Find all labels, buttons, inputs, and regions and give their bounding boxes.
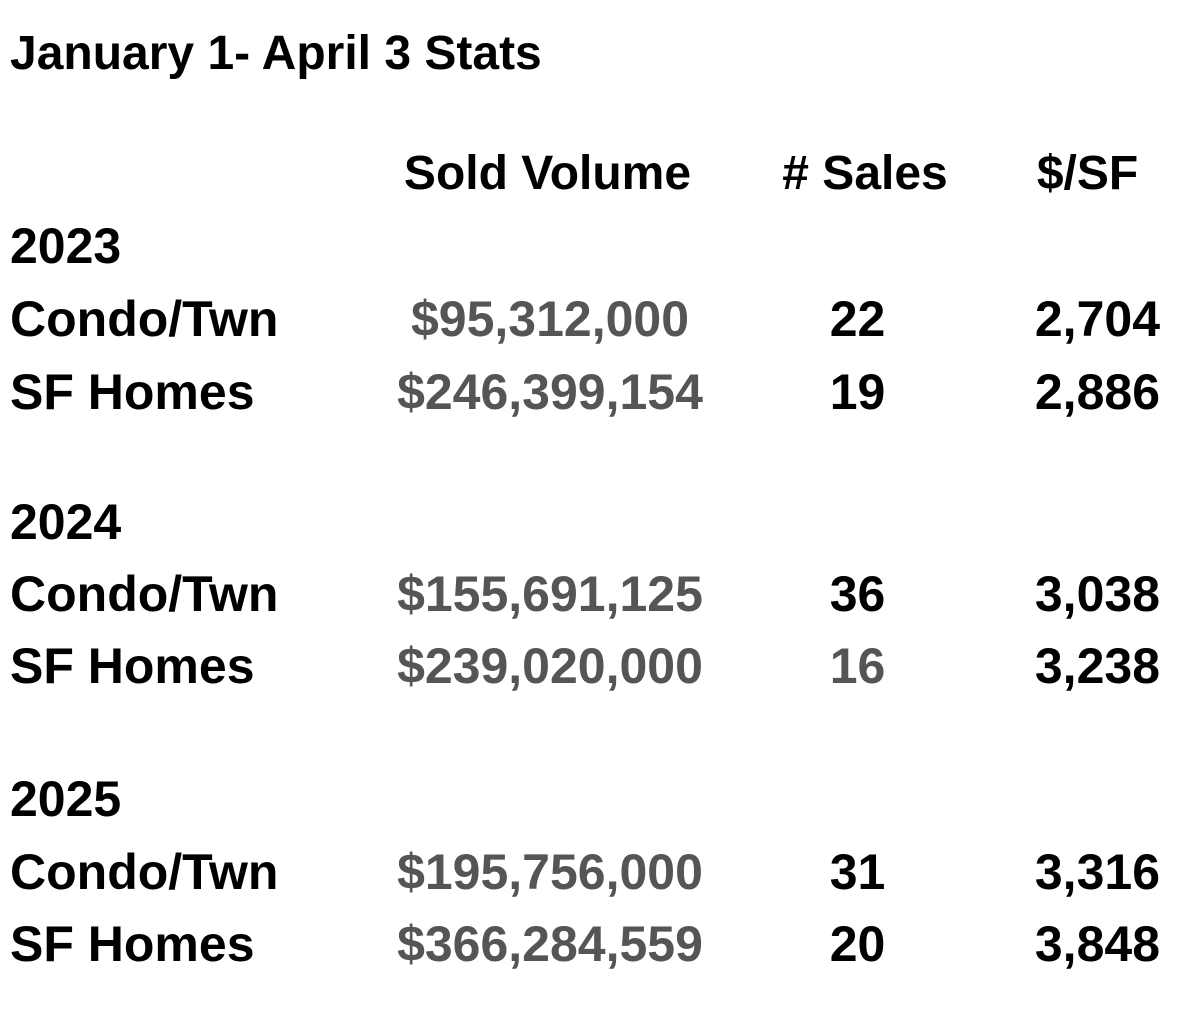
page-title: January 1- April 3 Stats (10, 27, 542, 80)
price-per-sf: 3,316 (1034, 844, 1160, 900)
property-type: Condo/Twn (10, 291, 279, 347)
sold-volume: $95,312,000 (410, 291, 690, 347)
year-label-2024: 2024 (10, 494, 122, 550)
table-row: SF Homes $366,284,559 20 3,848 (0, 908, 1200, 980)
number-of-sales: 22 (829, 291, 886, 347)
column-header-number-of-sales: # Sales (782, 147, 948, 200)
price-per-sf: 2,886 (1034, 364, 1160, 420)
number-of-sales: 31 (829, 844, 886, 900)
property-type: Condo/Twn (10, 844, 279, 900)
table-row: Condo/Twn $155,691,125 36 3,038 (0, 558, 1200, 630)
property-type: SF Homes (10, 916, 255, 972)
price-per-sf: 3,238 (1034, 638, 1160, 694)
table-row: Condo/Twn $195,756,000 31 3,316 (0, 836, 1200, 908)
number-of-sales: 19 (829, 364, 886, 420)
table-row: SF Homes $246,399,154 19 2,886 (0, 356, 1200, 428)
column-header-sold-volume: Sold Volume (403, 147, 692, 200)
property-type: SF Homes (10, 364, 255, 420)
table-row: SF Homes $239,020,000 16 3,238 (0, 630, 1200, 702)
property-type: Condo/Twn (10, 566, 279, 622)
price-per-sf: 3,848 (1034, 916, 1160, 972)
sold-volume: $239,020,000 (397, 638, 703, 694)
sold-volume: $246,399,154 (397, 364, 703, 420)
property-type: SF Homes (10, 638, 255, 694)
sold-volume: $195,756,000 (397, 844, 703, 900)
year-label-2023: 2023 (10, 218, 122, 274)
price-per-sf: 2,704 (1034, 291, 1160, 347)
year-label-2025: 2025 (10, 771, 122, 827)
price-per-sf: 3,038 (1034, 566, 1160, 622)
number-of-sales: 36 (829, 566, 886, 622)
table-row: Condo/Twn $95,312,000 22 2,704 (0, 283, 1200, 355)
sold-volume: $366,284,559 (397, 916, 703, 972)
column-header-price-per-sf: $/SF (1036, 147, 1139, 200)
number-of-sales: 16 (829, 638, 886, 694)
sold-volume: $155,691,125 (397, 566, 703, 622)
number-of-sales: 20 (829, 916, 886, 972)
